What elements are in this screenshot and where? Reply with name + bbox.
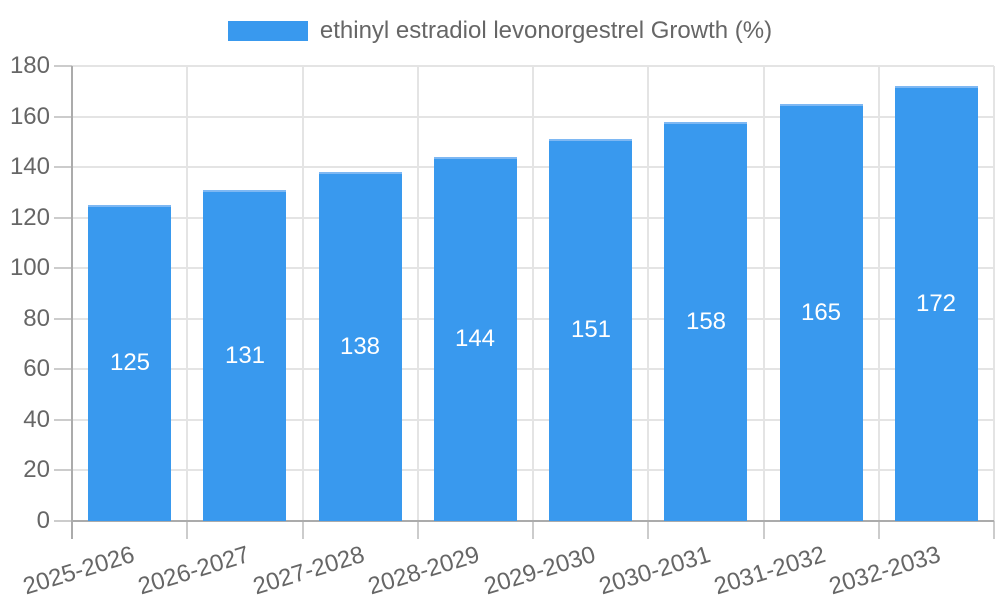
vertical-gridline (993, 66, 995, 521)
y-axis-tick-label: 160 (9, 103, 50, 130)
bar[interactable] (434, 157, 517, 521)
bar[interactable] (664, 122, 747, 521)
bar-value-label: 144 (454, 325, 496, 352)
bar-value-label: 158 (685, 308, 727, 335)
y-axis-line (71, 66, 73, 521)
vertical-gridline (532, 66, 534, 521)
bar-value-label: 165 (800, 299, 842, 326)
legend-item[interactable]: ethinyl estradiol levonorgestrel Growth … (0, 17, 1000, 45)
x-axis-tick-label: 2027-2028 (250, 541, 368, 600)
x-axis-tick (302, 521, 304, 539)
bar-value-label: 131 (224, 342, 266, 369)
bar-value-label: 125 (109, 349, 151, 376)
x-axis-tick (532, 521, 534, 539)
x-axis-tick-label: 2032-2033 (826, 541, 944, 600)
x-axis-tick-label: 2030-2031 (596, 541, 714, 600)
y-axis-tick (54, 368, 72, 370)
bar-value-label: 138 (339, 333, 381, 360)
legend-label: ethinyl estradiol levonorgestrel Growth … (319, 17, 773, 44)
y-axis-tick-label: 120 (9, 204, 50, 231)
vertical-gridline (763, 66, 765, 521)
y-axis-tick (54, 217, 72, 219)
vertical-gridline (186, 66, 188, 521)
x-axis-tick (186, 521, 188, 539)
x-axis-tick-label: 2026-2027 (135, 541, 253, 600)
y-axis-tick (54, 469, 72, 471)
vertical-gridline (302, 66, 304, 521)
y-axis-tick-label: 40 (23, 406, 50, 433)
y-axis-tick (54, 318, 72, 320)
y-axis-tick (54, 520, 72, 522)
bar[interactable] (319, 172, 402, 521)
bar-value-label: 172 (915, 290, 957, 317)
y-axis-tick-label: 20 (23, 456, 50, 483)
vertical-gridline (647, 66, 649, 521)
x-axis-line (72, 520, 994, 522)
x-axis-tick (763, 521, 765, 539)
x-axis-tick-label: 2025-2026 (20, 541, 138, 600)
vertical-gridline (417, 66, 419, 521)
y-axis-tick (54, 419, 72, 421)
y-axis-tick (54, 116, 72, 118)
bar[interactable] (203, 190, 286, 521)
y-axis-tick (54, 166, 72, 168)
y-axis-tick-label: 100 (9, 254, 50, 281)
bar-value-label: 151 (570, 316, 612, 343)
bar[interactable] (780, 104, 863, 521)
x-axis-tick (993, 521, 995, 539)
x-axis-tick-label: 2028-2029 (365, 541, 483, 600)
x-axis-tick (878, 521, 880, 539)
x-axis-tick-label: 2031-2032 (711, 541, 829, 600)
bar[interactable] (895, 86, 978, 521)
bar[interactable] (549, 139, 632, 521)
y-axis-tick-label: 0 (36, 507, 50, 534)
y-axis-tick-label: 140 (9, 153, 50, 180)
x-axis-tick (71, 521, 73, 539)
y-axis-tick (54, 267, 72, 269)
x-axis-tick (417, 521, 419, 539)
x-axis-tick (647, 521, 649, 539)
legend-color-swatch (227, 21, 308, 41)
y-axis-tick (54, 65, 72, 67)
y-axis-tick-label: 180 (9, 52, 50, 79)
vertical-gridline (878, 66, 880, 521)
x-axis-tick-label: 2029-2030 (481, 541, 599, 600)
bar[interactable] (88, 205, 171, 521)
y-axis-tick-label: 80 (23, 305, 50, 332)
y-axis-tick-label: 60 (23, 355, 50, 382)
